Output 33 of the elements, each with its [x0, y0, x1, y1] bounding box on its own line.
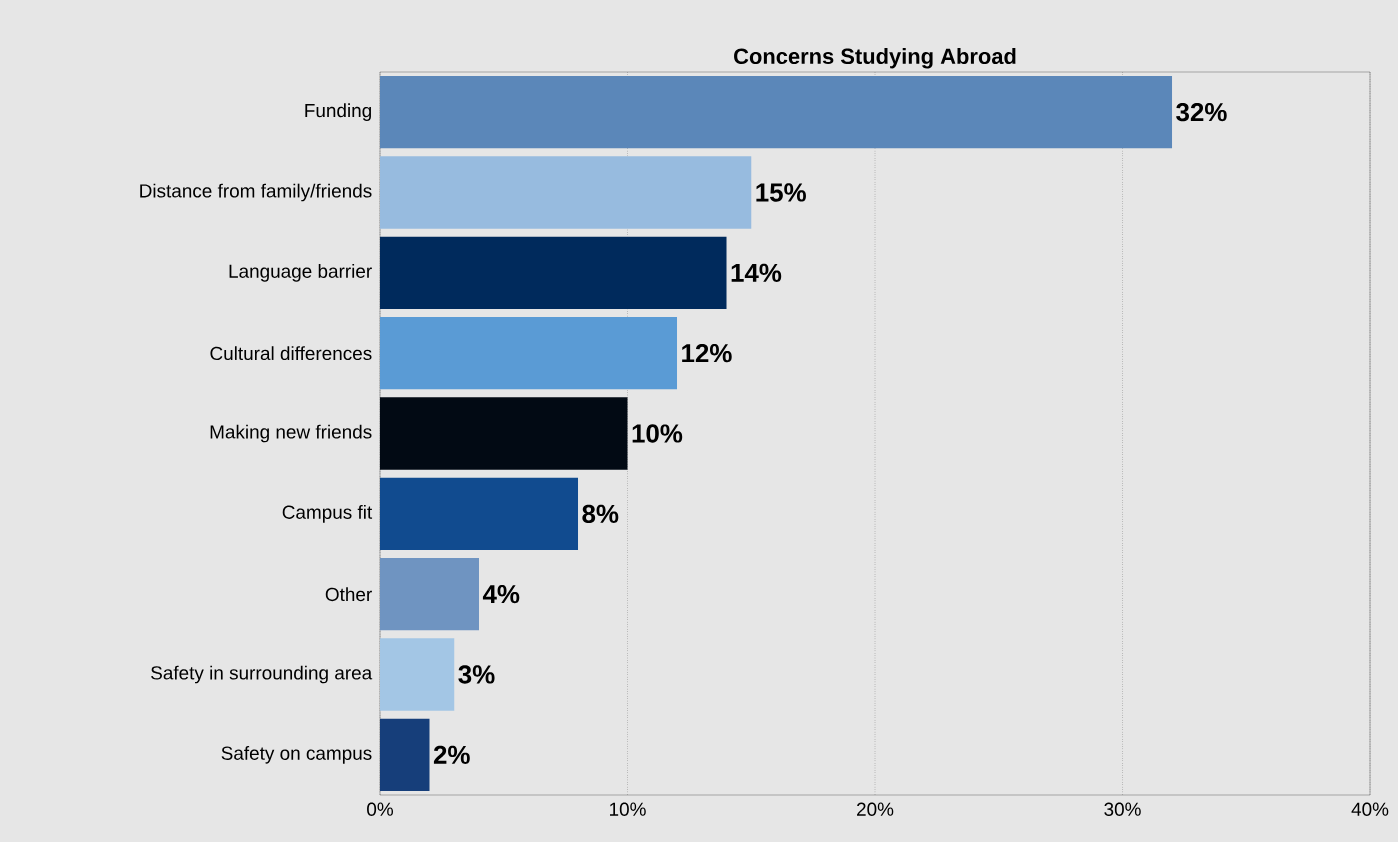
- data-label: 4%: [482, 585, 520, 604]
- data-label: 2%: [433, 745, 470, 764]
- data-label: 8%: [582, 504, 619, 524]
- y-tick-label: Safety in surrounding area: [151, 665, 373, 684]
- chart-title: Concerns Studying Abroad: [734, 47, 1016, 69]
- x-tick-label: 0%: [367, 802, 394, 816]
- y-tick-label: Cultural differences: [210, 346, 372, 361]
- bar: [380, 718, 430, 791]
- data-label: 14%: [731, 263, 782, 282]
- y-tick-label: Language barrier: [229, 264, 372, 282]
- y-tick-label: Other: [325, 587, 372, 602]
- bar: [380, 477, 579, 550]
- y-tick-label: Distance from family/friends: [140, 183, 372, 202]
- data-label: 10%: [632, 424, 683, 443]
- bar: [380, 638, 455, 711]
- x-tick-label: 10%: [610, 802, 646, 816]
- bar: [380, 156, 752, 229]
- bar: [380, 236, 727, 309]
- x-tick-label: 40%: [1351, 802, 1389, 816]
- bar: [380, 558, 480, 631]
- data-label: 3%: [458, 665, 495, 684]
- data-label: 12%: [682, 344, 732, 363]
- y-tick-label: Campus fit: [282, 505, 373, 523]
- data-label: 32%: [1176, 102, 1227, 122]
- y-tick-label: Safety on campus: [221, 746, 372, 764]
- bar: [380, 397, 628, 470]
- y-tick-label: Funding: [305, 103, 371, 121]
- x-tick-label: 30%: [1104, 802, 1141, 816]
- x-tick-label: 20%: [857, 802, 894, 816]
- bar: [380, 317, 678, 390]
- bar: [380, 76, 1173, 149]
- data-label: 15%: [756, 183, 806, 202]
- y-tick-label: Making new friends: [210, 424, 372, 443]
